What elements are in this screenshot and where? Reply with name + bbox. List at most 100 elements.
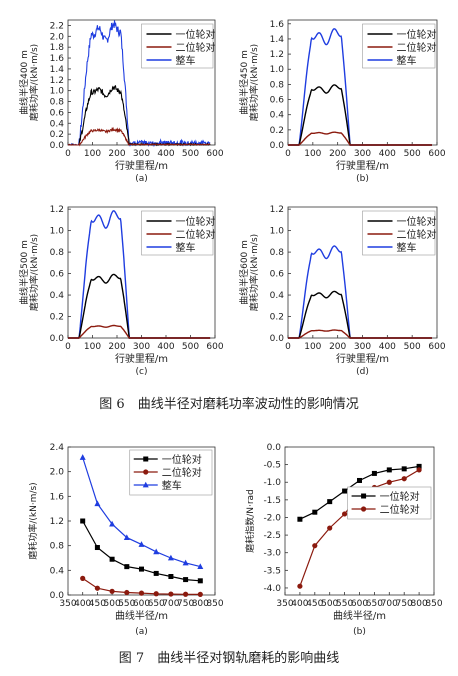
y-tick-label: 0.4 (270, 111, 285, 121)
data-point (80, 575, 86, 581)
y-axis-label: 磨耗功率/(kN·m/s) (28, 234, 40, 311)
data-point (386, 467, 392, 473)
chart-2: 0 100 200 300 400 500 600 0.0 0.2 0.4 0.6 0.8 1.0 1.2… (238, 19, 446, 184)
x-tick-label: 300 (354, 342, 371, 352)
legend-label: 一位轮对 (397, 28, 437, 41)
x-tick-label: 500 (104, 599, 121, 609)
x-tick-label: 350 (276, 599, 293, 609)
series-line-1 (82, 520, 201, 582)
x-tick-label: 500 (404, 342, 421, 352)
y-tick-label: -2.5 (263, 531, 281, 541)
figure6-caption: 图 6 曲线半径对磨耗功率波动性的影响情况 (99, 396, 358, 412)
data-point (124, 564, 130, 570)
y-axis-label: 曲线半径600 m (238, 240, 250, 305)
y-tick-label: 2.0 (50, 468, 65, 478)
data-point (123, 534, 130, 541)
y-tick-label: 0.2 (50, 130, 64, 140)
legend-label: 一位轮对 (162, 453, 202, 466)
series-line-2 (288, 131, 432, 146)
y-tick-label: 1.0 (270, 227, 285, 237)
x-tick-label: 700 (162, 599, 179, 609)
x-tick-label: 0 (65, 342, 71, 352)
chart-panels: 0 100 200 300 400 500 6000.00.20.40.60.81.01.2… (18, 19, 446, 637)
y-tick-label: 0.4 (50, 566, 65, 576)
y-tick-label: 0.8 (270, 80, 285, 90)
x-tick-label: 550 (118, 599, 135, 609)
x-tick-label: 600 (428, 149, 445, 159)
x-tick-label: 300 (133, 149, 150, 159)
legend-marker (143, 469, 149, 475)
x-axis-label: 行驶里程/m (115, 352, 168, 365)
y-axis-label: 磨耗功率/(kN·m/s) (248, 234, 260, 311)
x-axis-label: 行驶里程/m (115, 159, 168, 172)
y-tick-label: 1.8 (50, 43, 65, 53)
panel-label: (a) (135, 174, 148, 184)
y-tick-label: 0.2 (50, 313, 64, 323)
data-point (342, 511, 348, 517)
x-axis-label: 曲线半径/m (333, 609, 386, 622)
data-point (94, 585, 100, 591)
y-tick-label: 0.4 (50, 291, 65, 301)
data-point (153, 570, 159, 576)
x-tick-label: 550 (336, 599, 353, 609)
x-tick-label: 400 (157, 149, 174, 159)
x-tick-label: 200 (329, 149, 346, 159)
legend-label: 整车 (162, 479, 182, 492)
y-axis-label: 磨耗功率/(kN·m/s) (28, 44, 40, 121)
y-tick-label: 1.4 (50, 65, 65, 75)
y-tick-label: 0.0 (50, 334, 65, 344)
y-tick-label: 1.2 (50, 517, 64, 527)
legend-marker (360, 506, 367, 512)
panel-label: (c) (136, 367, 148, 377)
y-tick-label: 0.0 (270, 141, 285, 151)
legend-label: 整车 (397, 241, 417, 254)
data-point (153, 548, 160, 555)
y-tick-label: 1.2 (50, 205, 64, 215)
x-tick-label: 600 (206, 149, 223, 159)
series-line-1 (68, 85, 211, 147)
data-point (386, 479, 392, 485)
data-point (168, 574, 174, 579)
y-tick-label: 0.6 (50, 270, 65, 280)
legend-label: 二位轮对 (397, 228, 437, 241)
y-axis-label: 磨耗功率/(kN·m/s) (27, 482, 39, 559)
x-tick-label: 700 (381, 599, 398, 609)
y-tick-label: 0.0 (270, 334, 285, 344)
x-axis-label: 行驶里程/m (336, 159, 389, 172)
y-tick-label: 0.8 (270, 248, 285, 258)
y-tick-label: 0.8 (50, 542, 65, 552)
y-tick-label: -3.0 (263, 549, 281, 559)
y-tick-label: 0.0 (50, 141, 65, 151)
y-tick-label: 0.0 (50, 591, 65, 601)
data-point (401, 476, 407, 482)
x-tick-label: 450 (306, 599, 323, 609)
y-tick-label: 0.2 (270, 126, 284, 136)
legend-label: 一位轮对 (397, 215, 437, 228)
y-tick-label: 0.4 (50, 119, 65, 129)
x-tick-label: 100 (304, 342, 321, 352)
x-tick-label: 200 (329, 342, 346, 352)
x-tick-label: 650 (148, 599, 165, 609)
series-line-1 (288, 84, 432, 146)
data-point (416, 467, 422, 473)
x-tick-label: 500 (182, 342, 199, 352)
data-point (312, 509, 318, 515)
y-tick-label: 0.2 (270, 313, 284, 323)
data-point (94, 500, 101, 507)
data-point (167, 554, 174, 561)
y-tick-label: 1.0 (50, 227, 65, 237)
x-tick-label: 100 (304, 149, 321, 159)
data-point (297, 583, 303, 589)
x-tick-label: 600 (133, 599, 150, 609)
x-tick-label: 500 (182, 149, 199, 159)
data-point (312, 543, 318, 549)
y-tick-label: 1.6 (270, 20, 285, 30)
x-tick-label: 0 (285, 342, 291, 352)
y-tick-label: 2.0 (50, 32, 65, 42)
y-tick-label: 1.2 (270, 205, 284, 215)
data-point (183, 577, 189, 583)
x-tick-label: 200 (108, 342, 125, 352)
x-tick-label: 200 (108, 149, 125, 159)
